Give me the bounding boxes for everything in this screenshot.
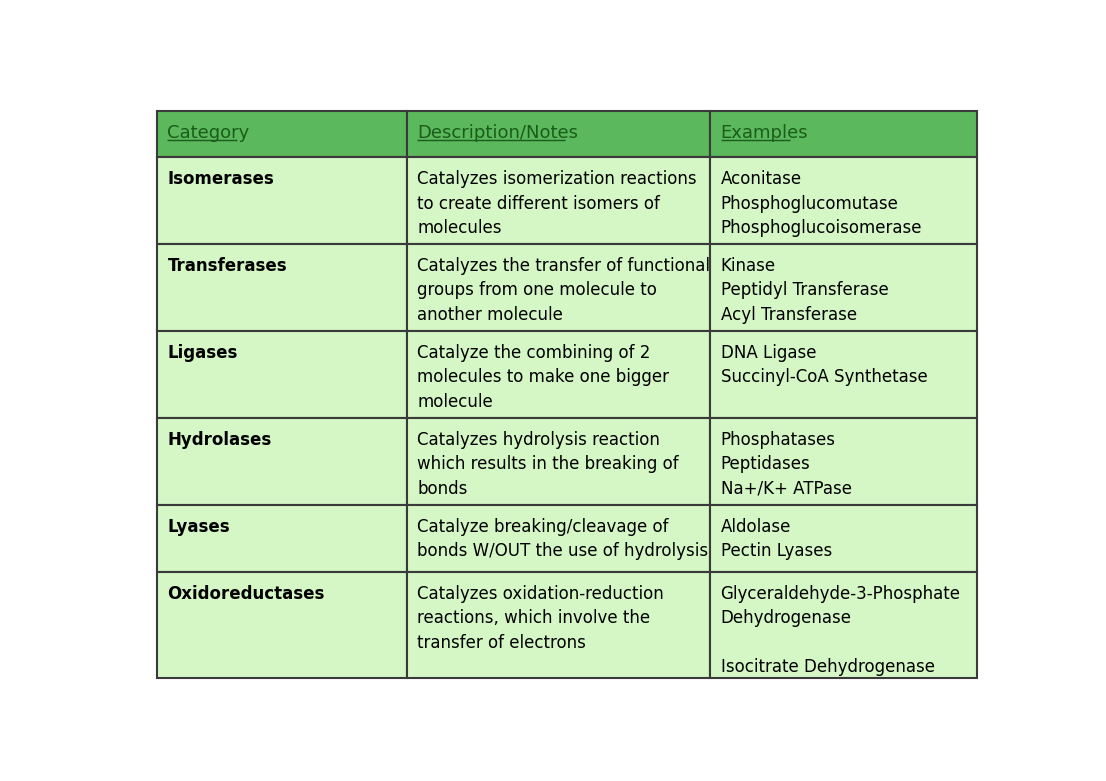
Text: Lyases: Lyases [167, 518, 230, 536]
Bar [407, 572, 710, 678]
Text: Kinase
Peptidyl Transferase
Acyl Transferase: Kinase Peptidyl Transferase Acyl Transfe… [720, 257, 888, 324]
Text: Aconitase
Phosphoglucomutase
Phosphoglucoisomerase: Aconitase Phosphoglucomutase Phosphogluc… [720, 170, 922, 237]
Bar [407, 111, 710, 157]
Text: Catalyzes hydrolysis reaction
which results in the breaking of
bonds: Catalyzes hydrolysis reaction which resu… [417, 431, 679, 497]
Text: Isomerases: Isomerases [167, 170, 274, 188]
Text: Category: Category [167, 124, 250, 142]
Bar [407, 157, 710, 244]
Bar [710, 331, 977, 418]
Text: Catalyzes the transfer of functional
groups from one molecule to
another molecul: Catalyzes the transfer of functional gro… [417, 257, 710, 324]
Bar [710, 418, 977, 505]
Bar [710, 111, 977, 157]
Bar [407, 505, 710, 572]
Text: Catalyze the combining of 2
molecules to make one bigger
molecule: Catalyze the combining of 2 molecules to… [417, 344, 669, 411]
Bar [157, 505, 407, 572]
Text: Aldolase
Pectin Lyases: Aldolase Pectin Lyases [720, 518, 832, 560]
Bar [407, 418, 710, 505]
Text: Description/Notes: Description/Notes [417, 124, 578, 142]
Bar [710, 244, 977, 331]
Bar [407, 331, 710, 418]
Bar [157, 331, 407, 418]
Bar [157, 572, 407, 678]
Bar [710, 157, 977, 244]
Text: Phosphatases
Peptidases
Na+/K+ ATPase: Phosphatases Peptidases Na+/K+ ATPase [720, 431, 852, 497]
Text: Catalyzes isomerization reactions
to create different isomers of
molecules: Catalyzes isomerization reactions to cre… [417, 170, 697, 237]
Text: Catalyzes oxidation-reduction
reactions, which involve the
transfer of electrons: Catalyzes oxidation-reduction reactions,… [417, 585, 664, 651]
Text: Examples: Examples [720, 124, 808, 142]
Text: Oxidoreductases: Oxidoreductases [167, 585, 325, 603]
Bar [157, 157, 407, 244]
Text: Hydrolases: Hydrolases [167, 431, 272, 449]
Text: DNA Ligase
Succinyl-CoA Synthetase: DNA Ligase Succinyl-CoA Synthetase [720, 344, 927, 387]
Text: Catalyze breaking/cleavage of
bonds W/OUT the use of hydrolysis: Catalyze breaking/cleavage of bonds W/OU… [417, 518, 709, 560]
Bar [157, 418, 407, 505]
Text: Ligases: Ligases [167, 344, 238, 362]
Bar [157, 244, 407, 331]
Text: Transferases: Transferases [167, 257, 288, 275]
Bar [710, 572, 977, 678]
Bar [157, 111, 407, 157]
Bar [407, 244, 710, 331]
Text: Glyceraldehyde-3-Phosphate
Dehydrogenase

Isocitrate Dehydrogenase: Glyceraldehyde-3-Phosphate Dehydrogenase… [720, 585, 960, 676]
Bar [710, 505, 977, 572]
